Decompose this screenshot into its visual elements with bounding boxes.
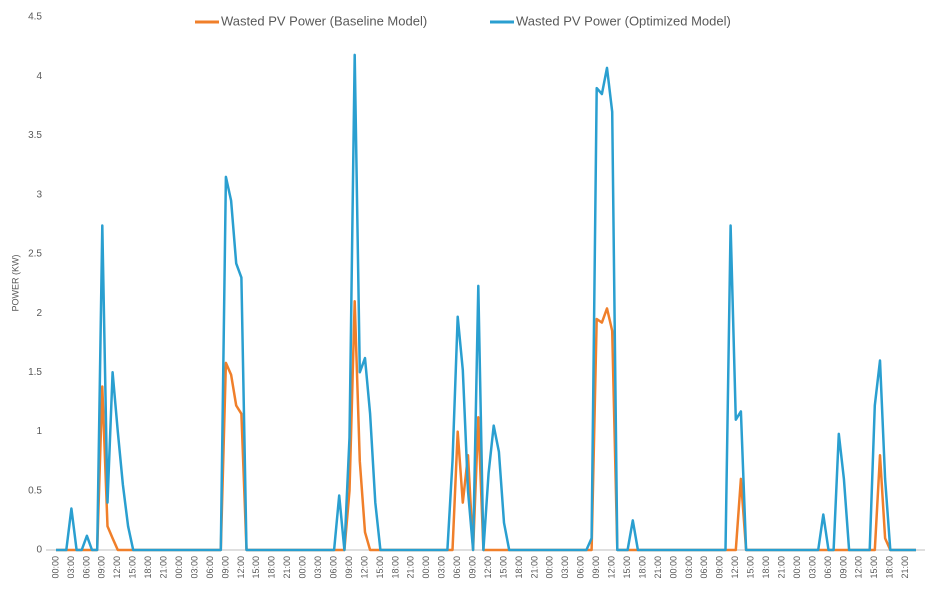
x-tick-label: 21:00: [282, 556, 292, 579]
x-tick-label: 21:00: [159, 556, 169, 579]
x-tick-label: 15:00: [622, 556, 632, 579]
x-tick-label: 15:00: [128, 556, 138, 579]
x-tick-label: 03:00: [313, 556, 323, 579]
x-tick-label: 06:00: [205, 556, 215, 579]
y-tick-label: 1: [36, 426, 42, 437]
x-tick-label: 09:00: [468, 556, 478, 579]
x-tick-label: 06:00: [452, 556, 462, 579]
y-tick-label: 0: [36, 545, 42, 556]
x-tick-label: 09:00: [591, 556, 601, 579]
y-tick-label: 1.5: [28, 367, 42, 378]
x-tick-label: 18:00: [514, 556, 524, 579]
x-tick-label: 00:00: [421, 556, 431, 579]
x-tick-label: 06:00: [576, 556, 586, 579]
x-tick-label: 00:00: [174, 556, 184, 579]
y-tick-label: 2: [36, 308, 42, 319]
x-tick-label: 03:00: [684, 556, 694, 579]
x-tick-label: 06:00: [699, 556, 709, 579]
x-tick-label: 03:00: [189, 556, 199, 579]
x-tick-label: 12:00: [359, 556, 369, 579]
y-tick-label: 4.5: [28, 12, 42, 23]
x-tick-label: 12:00: [236, 556, 246, 579]
x-tick-label: 09:00: [344, 556, 354, 579]
x-tick-label: 21:00: [406, 556, 416, 579]
x-tick-label: 06:00: [823, 556, 833, 579]
y-axis-label: POWER (KW): [10, 255, 20, 312]
x-tick-label: 15:00: [251, 556, 261, 579]
x-tick-label: 21:00: [776, 556, 786, 579]
x-tick-label: 09:00: [715, 556, 725, 579]
legend-label: Wasted PV Power (Optimized Model): [516, 13, 731, 28]
x-tick-label: 18:00: [143, 556, 153, 579]
x-tick-label: 00:00: [298, 556, 308, 579]
x-tick-label: 18:00: [761, 556, 771, 579]
x-tick-label: 06:00: [328, 556, 338, 579]
x-tick-label: 03:00: [437, 556, 447, 579]
x-tick-label: 12:00: [607, 556, 617, 579]
x-tick-label: 00:00: [668, 556, 678, 579]
x-tick-label: 09:00: [220, 556, 230, 579]
x-tick-label: 12:00: [854, 556, 864, 579]
series-line: [56, 53, 916, 552]
x-tick-label: 15:00: [498, 556, 508, 579]
y-tick-label: 3: [36, 189, 42, 200]
x-tick-label: 18:00: [885, 556, 895, 579]
x-tick-label: 09:00: [838, 556, 848, 579]
x-tick-label: 03:00: [560, 556, 570, 579]
x-tick-label: 12:00: [483, 556, 493, 579]
x-tick-label: 15:00: [375, 556, 385, 579]
x-tick-label: 21:00: [900, 556, 910, 579]
x-tick-label: 03:00: [66, 556, 76, 579]
x-tick-label: 06:00: [81, 556, 91, 579]
x-tick-label: 15:00: [746, 556, 756, 579]
x-tick-label: 18:00: [390, 556, 400, 579]
x-tick-label: 21:00: [653, 556, 663, 579]
legend-label: Wasted PV Power (Baseline Model): [221, 13, 427, 28]
y-tick-label: 2.5: [28, 249, 42, 260]
x-tick-label: 18:00: [637, 556, 647, 579]
x-tick-label: 12:00: [112, 556, 122, 579]
x-tick-label: 00:00: [792, 556, 802, 579]
x-tick-label: 15:00: [869, 556, 879, 579]
x-tick-label: 00:00: [50, 556, 60, 579]
x-tick-label: 21:00: [529, 556, 539, 579]
x-tick-label: 09:00: [97, 556, 107, 579]
x-tick-label: 00:00: [545, 556, 555, 579]
x-tick-label: 03:00: [807, 556, 817, 579]
x-tick-label: 18:00: [267, 556, 277, 579]
y-tick-label: 4: [36, 71, 42, 82]
y-tick-label: 3.5: [28, 130, 42, 141]
y-tick-label: 0.5: [28, 485, 42, 496]
x-tick-label: 12:00: [730, 556, 740, 579]
